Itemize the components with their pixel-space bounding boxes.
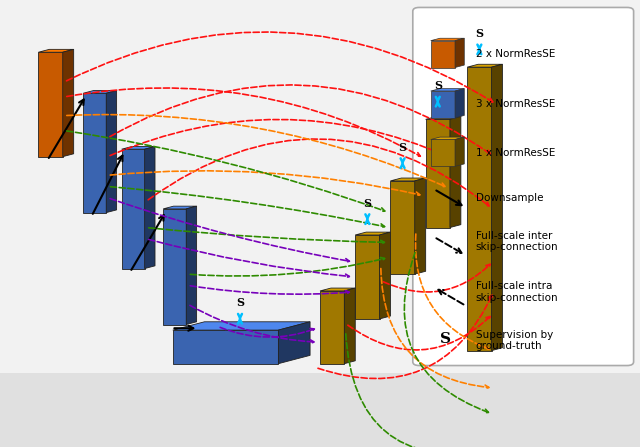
Polygon shape xyxy=(278,322,310,364)
Text: Full-scale intra
skip-connection: Full-scale intra skip-connection xyxy=(476,281,558,303)
Text: S: S xyxy=(476,28,483,39)
Polygon shape xyxy=(467,67,492,350)
Polygon shape xyxy=(163,206,196,209)
Polygon shape xyxy=(455,137,464,166)
Polygon shape xyxy=(355,232,390,235)
Polygon shape xyxy=(344,288,355,364)
Polygon shape xyxy=(380,232,390,319)
Polygon shape xyxy=(431,41,455,67)
Polygon shape xyxy=(431,38,464,41)
Polygon shape xyxy=(415,178,426,274)
Text: 1 x NormResSE: 1 x NormResSE xyxy=(476,148,555,158)
Polygon shape xyxy=(63,49,74,156)
Polygon shape xyxy=(173,322,310,330)
Polygon shape xyxy=(38,52,63,156)
Polygon shape xyxy=(83,91,116,93)
Polygon shape xyxy=(492,64,502,350)
Polygon shape xyxy=(390,181,415,274)
Polygon shape xyxy=(83,93,106,213)
Text: S: S xyxy=(236,297,244,308)
Text: 3 x NormResSE: 3 x NormResSE xyxy=(476,99,555,110)
Polygon shape xyxy=(145,147,155,269)
Polygon shape xyxy=(426,117,461,119)
Polygon shape xyxy=(390,178,426,181)
Polygon shape xyxy=(355,235,380,319)
Text: S: S xyxy=(399,142,406,153)
Polygon shape xyxy=(122,149,145,269)
Polygon shape xyxy=(320,288,355,291)
FancyBboxPatch shape xyxy=(413,8,634,366)
Polygon shape xyxy=(426,119,450,228)
Polygon shape xyxy=(163,209,186,325)
Text: Supervision by
ground-truth: Supervision by ground-truth xyxy=(476,330,553,351)
Polygon shape xyxy=(173,330,278,364)
Polygon shape xyxy=(450,117,461,228)
Polygon shape xyxy=(186,206,196,325)
Text: S: S xyxy=(440,333,451,346)
Text: Downsample: Downsample xyxy=(476,194,543,203)
Polygon shape xyxy=(455,38,464,67)
Polygon shape xyxy=(320,291,344,364)
FancyBboxPatch shape xyxy=(0,0,640,377)
Text: Full-scale inter
skip-connection: Full-scale inter skip-connection xyxy=(476,231,558,253)
Polygon shape xyxy=(431,137,464,139)
Polygon shape xyxy=(431,89,464,91)
Polygon shape xyxy=(455,89,464,118)
Polygon shape xyxy=(467,64,502,67)
Polygon shape xyxy=(38,49,74,52)
Text: S: S xyxy=(364,198,371,209)
Polygon shape xyxy=(122,147,155,149)
Polygon shape xyxy=(431,139,455,166)
Text: 2 x NormResSE: 2 x NormResSE xyxy=(476,49,555,59)
Polygon shape xyxy=(431,91,455,118)
Polygon shape xyxy=(106,91,116,213)
Text: S: S xyxy=(434,80,442,91)
